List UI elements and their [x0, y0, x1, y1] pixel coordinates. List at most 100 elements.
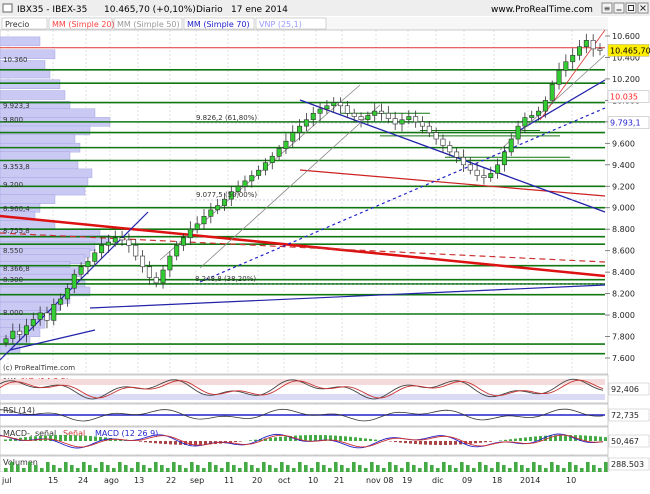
indicator-value: 92,406 — [611, 385, 639, 394]
time-axis-label: oct — [278, 476, 290, 485]
macd-histogram-bar — [69, 435, 72, 441]
price-axis-label: 7.600 — [612, 354, 635, 363]
volume-bar — [184, 468, 188, 472]
volume-bar — [178, 465, 182, 472]
candle-body — [195, 224, 199, 229]
volume-bar — [298, 462, 302, 472]
volume-bar — [364, 468, 368, 472]
volume-bar — [226, 462, 230, 472]
volume-bar — [340, 465, 344, 472]
candle-body — [413, 117, 417, 122]
volume-bar — [58, 468, 62, 472]
time-axis-label: 19 — [402, 476, 412, 485]
candle-body — [209, 210, 213, 216]
macd-histogram-bar — [599, 437, 602, 441]
candle-body — [277, 149, 281, 157]
macd-histogram-bar — [354, 437, 357, 441]
candle-body — [202, 216, 206, 224]
volume-bar — [154, 462, 158, 472]
candle-body — [530, 115, 534, 117]
date-label: 17 ene 2014 — [231, 5, 288, 15]
volume-bar — [430, 465, 434, 472]
macd-histogram-bar — [94, 436, 97, 441]
window-icon[interactable] — [3, 4, 12, 12]
volume-bar — [370, 462, 374, 472]
volume-bar — [292, 468, 296, 472]
price-axis-label: 8.000 — [612, 311, 635, 320]
volume-bar — [118, 462, 122, 472]
legend-label: MM (Simple 50) — [117, 20, 180, 29]
time-axis-label: 10 — [566, 476, 576, 485]
volume-bar — [454, 468, 458, 472]
macd-histogram-bar — [559, 435, 562, 441]
macd-histogram-bar — [279, 437, 282, 441]
volume-bar — [334, 462, 338, 472]
macd-histogram-bar — [404, 441, 407, 443]
macd-histogram-bar — [519, 438, 522, 441]
candle-body — [17, 331, 21, 334]
price-axis-label: 8.800 — [612, 225, 635, 234]
macd-histogram-bar — [394, 441, 397, 442]
volume-bar — [346, 468, 350, 472]
candle-body — [557, 70, 561, 84]
macd-histogram-bar — [169, 441, 172, 444]
volume-profile-label: 9.353,8 — [3, 163, 30, 171]
fibonacci-label: 9.826,2 (61,80%) — [196, 114, 257, 122]
macd-histogram-bar — [454, 441, 457, 445]
volume-bar — [52, 465, 56, 472]
minimize-button[interactable] — [614, 3, 624, 13]
time-axis-label: dic — [432, 476, 444, 485]
price-badge-label: 10.465,70 — [610, 46, 650, 55]
candle-body — [536, 111, 540, 115]
macd-histogram-bar — [484, 441, 487, 442]
volume-bar — [280, 462, 284, 472]
volume-profile-bar — [0, 135, 75, 144]
volume-profile-label: 9.800 — [3, 116, 23, 124]
candle-body — [475, 170, 479, 175]
volume-bar — [406, 462, 410, 472]
indicator-value: 288.503 — [611, 460, 644, 469]
volume-bar — [166, 468, 170, 472]
candle-body — [72, 274, 76, 288]
volume-profile-label: 8.550 — [3, 247, 23, 255]
volume-profile-bar — [0, 80, 60, 89]
candle-body — [454, 152, 458, 157]
macd-histogram-bar — [9, 439, 12, 441]
macd-histogram-bar — [339, 436, 342, 441]
macd-histogram-bar — [424, 441, 427, 445]
candle-body — [318, 109, 322, 113]
volume-bar — [436, 468, 440, 472]
volume-bar — [124, 465, 128, 472]
macd-histogram-bar — [529, 437, 532, 441]
volume-bar — [64, 462, 68, 472]
volume-bar — [550, 462, 554, 472]
macd-histogram-bar — [564, 435, 567, 441]
volume-bar — [160, 465, 164, 472]
volume-bar — [262, 462, 266, 472]
macd-histogram-bar — [414, 441, 417, 444]
price-badge-label: 9.793,1 — [610, 119, 641, 128]
volume-bar — [286, 465, 290, 472]
indicator-label: MACD-, señal — [3, 429, 56, 438]
time-axis-label: 2014 — [520, 476, 540, 485]
candle-body — [379, 111, 383, 113]
candle-body — [509, 139, 513, 152]
candle-body — [127, 240, 131, 245]
time-axis-label: nov 08 — [366, 476, 393, 485]
legend-label: VNP (25,1) — [259, 20, 302, 29]
price-axis-label: 10.200 — [612, 75, 640, 84]
price-badge-label: 10.035 — [610, 93, 638, 102]
macd-histogram-bar — [64, 435, 67, 441]
maximize-button[interactable] — [626, 3, 636, 13]
candle-body — [243, 181, 247, 186]
price-axis-label: 8.400 — [612, 268, 635, 277]
volume-bar — [268, 465, 272, 472]
candle-body — [311, 113, 315, 119]
candle-body — [58, 299, 62, 304]
time-axis-label: 15 — [48, 476, 58, 485]
candle-body — [79, 267, 83, 275]
macd-histogram-bar — [474, 441, 477, 443]
volume-bar — [556, 465, 560, 472]
